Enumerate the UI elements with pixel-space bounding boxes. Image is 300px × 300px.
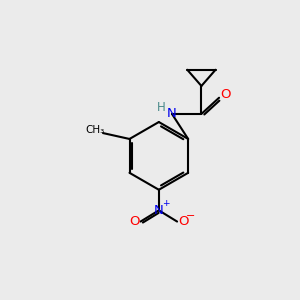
Text: N: N (167, 107, 177, 120)
Text: O: O (178, 215, 189, 228)
Text: −: − (186, 211, 195, 221)
Text: +: + (162, 200, 170, 208)
Text: O: O (220, 88, 231, 101)
Text: H: H (156, 101, 165, 114)
Text: CH₃: CH₃ (85, 124, 104, 134)
Text: O: O (129, 215, 139, 228)
Text: N: N (154, 204, 164, 217)
